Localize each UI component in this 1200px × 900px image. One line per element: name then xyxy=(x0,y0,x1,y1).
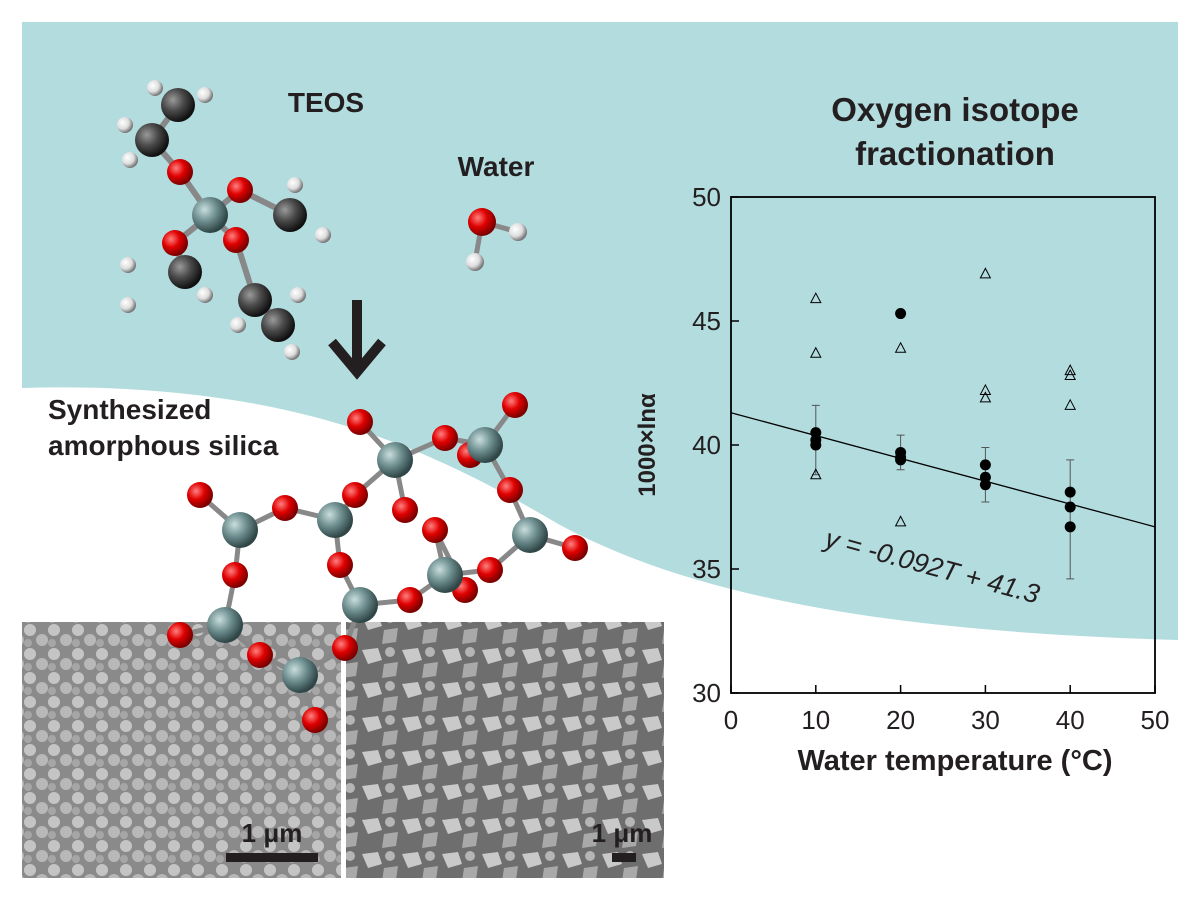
arrow xyxy=(328,300,386,380)
scale-label: 1 μm xyxy=(592,818,653,848)
circle-point xyxy=(1064,521,1076,533)
circle-point xyxy=(895,454,907,466)
triangle-point xyxy=(894,341,907,353)
silica-network xyxy=(167,392,588,733)
y-tick-label: 35 xyxy=(692,554,721,584)
x-tick-label: 30 xyxy=(971,705,1000,735)
y-tick-label: 45 xyxy=(692,306,721,336)
water-label: Water xyxy=(458,151,535,182)
teos-label: TEOS xyxy=(288,87,364,118)
scale-bar xyxy=(226,853,318,862)
water-molecule xyxy=(466,208,527,271)
circle-point xyxy=(895,308,907,320)
sem-image xyxy=(346,622,664,878)
x-tick-label: 10 xyxy=(801,705,830,735)
triangle-point xyxy=(809,346,822,358)
x-axis-title: Water temperature (°C) xyxy=(797,745,1112,777)
x-tick-label: 40 xyxy=(1056,705,1085,735)
y-tick-label: 40 xyxy=(692,430,721,460)
triangle-point xyxy=(809,292,822,304)
x-tick-label: 20 xyxy=(886,705,915,735)
circle-point xyxy=(979,479,991,491)
triangle-point xyxy=(1064,368,1077,381)
scale-bar xyxy=(612,853,636,862)
x-tick-label: 0 xyxy=(724,705,738,735)
triangle-point xyxy=(979,391,992,403)
x-tick-label: 50 xyxy=(1141,705,1170,735)
triangle-point xyxy=(1064,364,1077,376)
triangle-point xyxy=(809,468,822,480)
y-tick-label: 30 xyxy=(692,678,721,708)
error-bar xyxy=(1066,459,1075,580)
background-wave xyxy=(22,22,1178,640)
triangle-point xyxy=(1064,398,1077,410)
circle-point xyxy=(1064,501,1076,513)
circle-point xyxy=(1064,486,1076,498)
fit-line xyxy=(730,412,1156,528)
y-axis-title: 1000×lnα xyxy=(634,393,661,497)
circle-point xyxy=(979,459,991,471)
teos-molecule xyxy=(117,80,331,360)
circle-point xyxy=(810,439,822,451)
silica-label: Synthesized amorphous silica xyxy=(48,394,279,461)
scale-label: 1 μm xyxy=(242,818,303,848)
y-tick-label: 50 xyxy=(692,182,721,212)
triangle-point xyxy=(979,383,992,395)
triangle-point xyxy=(894,515,907,527)
chart-title: Oxygen isotope fractionation xyxy=(831,91,1079,172)
triangle-point xyxy=(979,267,992,279)
